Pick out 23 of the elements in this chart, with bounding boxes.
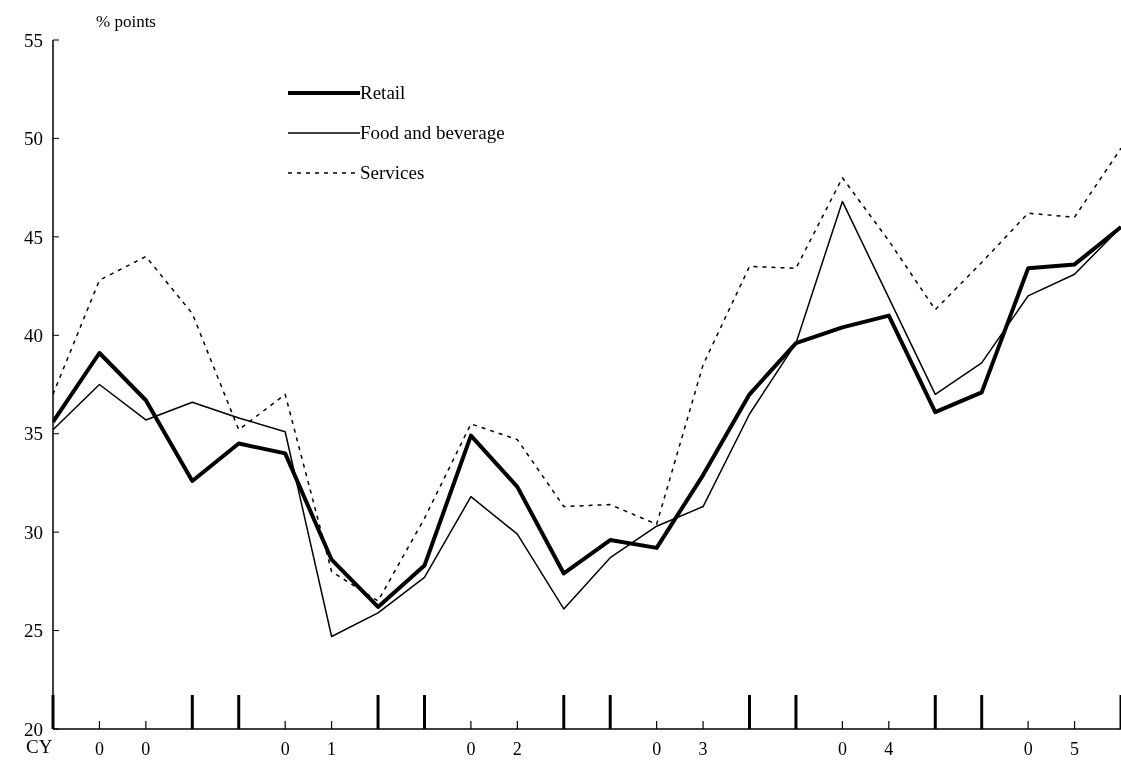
x-tick-label: 0 xyxy=(141,739,151,759)
x-tick-label: 2 xyxy=(512,739,522,759)
y-tick-label: 35 xyxy=(24,423,43,445)
legend-label: Food and beverage xyxy=(360,122,505,144)
legend-label: Services xyxy=(360,162,425,184)
x-tick-label: 1 xyxy=(327,739,337,759)
x-tick-label: 5 xyxy=(1070,739,1080,759)
x-tick-label: 0 xyxy=(837,739,847,759)
y-tick-label: 25 xyxy=(24,620,43,642)
y-tick-label: 45 xyxy=(24,226,43,248)
x-tick-label: 0 xyxy=(1023,739,1033,759)
x-tick-label: 0 xyxy=(94,739,104,759)
x-tick-label: 3 xyxy=(698,739,708,759)
y-tick-label: 55 xyxy=(24,29,43,51)
x-tick-label: 0 xyxy=(652,739,662,759)
y-tick-label: 50 xyxy=(24,128,43,150)
legend-label: Retail xyxy=(360,82,406,104)
y-tick-label: 40 xyxy=(24,325,43,347)
x-tick-label: 0 xyxy=(466,739,476,759)
x-tick-label: 0 xyxy=(280,739,290,759)
y-tick-label: 30 xyxy=(24,521,43,543)
x-tick-label: 4 xyxy=(884,739,894,759)
y-axis-title: % points xyxy=(96,12,156,32)
